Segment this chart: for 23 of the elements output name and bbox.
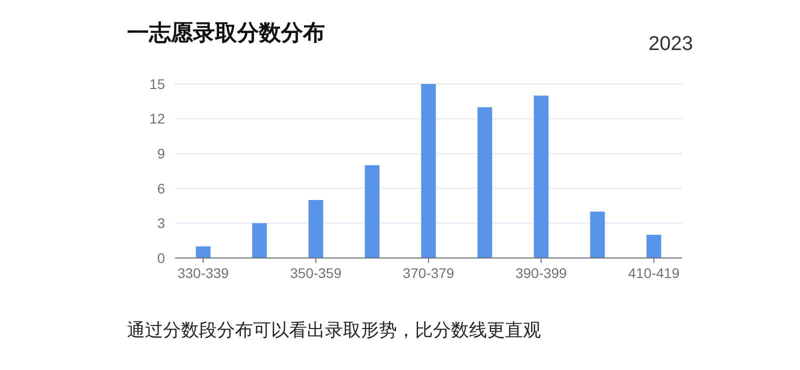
chart-title: 一志愿录取分数分布 xyxy=(127,20,325,45)
bar xyxy=(646,234,662,258)
bar xyxy=(308,200,324,258)
bar xyxy=(252,223,267,258)
bar xyxy=(196,246,210,258)
y-tick-label: 15 xyxy=(149,76,166,92)
x-tick-label: 330-339 xyxy=(177,265,230,281)
bar xyxy=(590,212,605,258)
bar xyxy=(478,107,492,258)
x-tick-label: 370-379 xyxy=(402,265,454,281)
x-tick-label: 410-419 xyxy=(628,265,680,281)
bar xyxy=(364,165,380,258)
text: 通过分数段分布可以看出录取形势，比分数线更直观 xyxy=(127,320,541,340)
y-tick-label: 0 xyxy=(157,250,166,266)
x-tick-label: 390-399 xyxy=(515,265,568,281)
bar xyxy=(534,96,548,258)
x-tick-label: 350-359 xyxy=(290,265,342,281)
bar xyxy=(421,84,436,258)
y-tick-label: 12 xyxy=(149,110,166,127)
y-tick-label: 3 xyxy=(157,215,166,232)
chart-subtitle: 2023 xyxy=(648,33,693,55)
y-tick-label: 6 xyxy=(157,180,166,196)
y-tick-label: 9 xyxy=(157,146,166,162)
